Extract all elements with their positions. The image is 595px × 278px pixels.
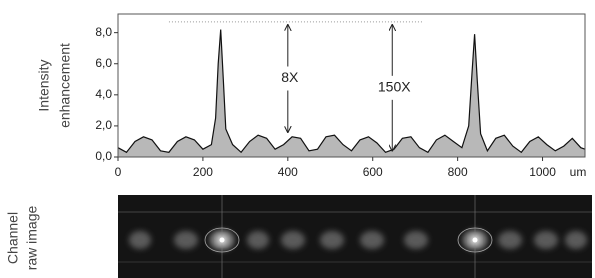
x-tick-label: 600 [363, 165, 383, 179]
y-tick-label: 6,0 [95, 56, 112, 70]
x-tick-label: 1000 [529, 165, 556, 179]
x-unit: um [570, 165, 587, 179]
y-axis-label: Intensity [36, 59, 52, 111]
y-tick-label: 4,0 [95, 87, 112, 101]
x-tick-label: 400 [278, 165, 298, 179]
raw-image [118, 195, 592, 278]
annotation: 150X [378, 79, 411, 95]
y-tick-label: 2,0 [95, 118, 112, 132]
x-tick-label: 200 [193, 165, 213, 179]
figure: 0,0 2,0 4,0 6,0 8,0 0 200 400 600 800 1000 um Intens… [0, 0, 595, 278]
y-tick-label: 0,0 [95, 149, 112, 163]
image-label: raw image [24, 206, 40, 271]
image-label: Channel [5, 212, 21, 264]
plot-frame [118, 14, 585, 157]
x-tick-label: 800 [448, 165, 468, 179]
y-axis-label: enhancement [57, 43, 73, 128]
annotation: 8X [281, 69, 299, 85]
y-tick-label: 8,0 [95, 25, 112, 39]
x-tick-label: 0 [115, 165, 122, 179]
line [118, 30, 585, 153]
